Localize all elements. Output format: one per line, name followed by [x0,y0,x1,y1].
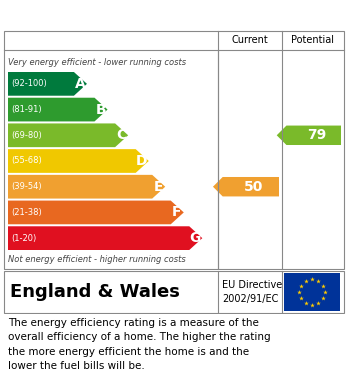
Polygon shape [213,177,279,196]
Polygon shape [8,98,108,122]
Text: 79: 79 [307,128,326,142]
Text: (81-91): (81-91) [11,105,42,114]
Text: C: C [116,128,126,142]
Bar [284,273,340,311]
Polygon shape [8,226,202,250]
Polygon shape [8,175,165,199]
Text: A: A [74,77,85,91]
Text: Not energy efficient - higher running costs: Not energy efficient - higher running co… [8,255,186,264]
Polygon shape [8,72,87,96]
Text: Very energy efficient - lower running costs: Very energy efficient - lower running co… [8,58,186,67]
Text: (55-68): (55-68) [11,156,42,165]
Polygon shape [8,124,128,147]
Text: (39-54): (39-54) [11,182,42,191]
Polygon shape [8,149,149,173]
Polygon shape [277,126,341,145]
Text: Energy Efficiency Rating: Energy Efficiency Rating [10,7,231,23]
Text: England & Wales: England & Wales [10,283,180,301]
Text: (1-20): (1-20) [11,234,36,243]
Polygon shape [8,201,184,224]
Text: E: E [153,180,163,194]
Text: The energy efficiency rating is a measure of the
overall efficiency of a home. T: The energy efficiency rating is a measur… [8,318,271,371]
Text: G: G [190,231,201,245]
Text: Potential: Potential [292,35,334,45]
Text: (21-38): (21-38) [11,208,42,217]
Text: Current: Current [232,35,268,45]
Text: F: F [172,205,182,219]
Text: (69-80): (69-80) [11,131,42,140]
Text: B: B [95,102,106,117]
Text: EU Directive
2002/91/EC: EU Directive 2002/91/EC [222,280,282,303]
Text: 50: 50 [244,180,263,194]
Text: D: D [136,154,148,168]
Text: (92-100): (92-100) [11,79,47,88]
